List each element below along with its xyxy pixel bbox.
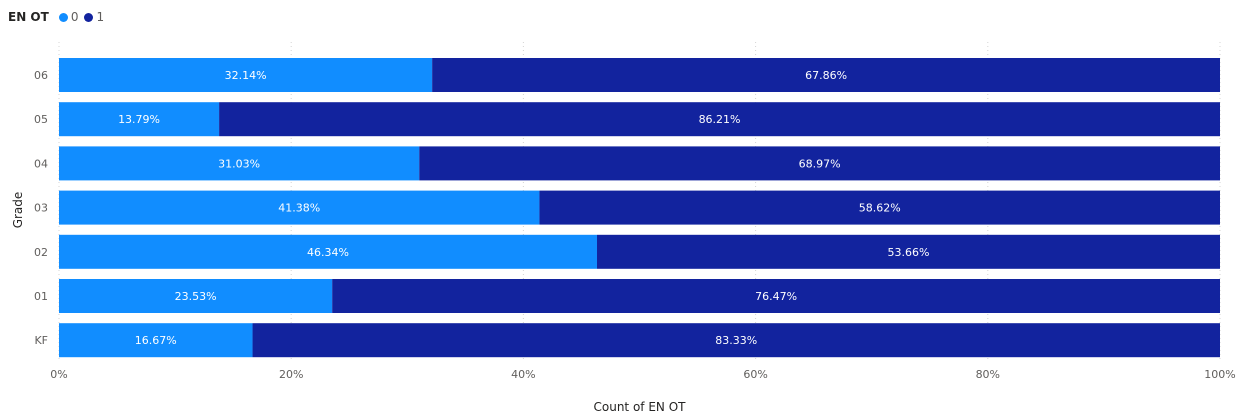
x-axis-title: Count of EN OT xyxy=(594,400,687,414)
bar-segment-1-KF[interactable] xyxy=(252,323,1220,358)
category-label: 06 xyxy=(34,69,48,82)
legend-dot-0 xyxy=(58,12,68,22)
data-label: 16.67% xyxy=(135,334,177,347)
bar-segment-0-05[interactable] xyxy=(59,102,220,137)
legend-title: EN OT xyxy=(8,10,49,24)
data-label: 83.33% xyxy=(715,334,757,347)
category-label: 03 xyxy=(34,202,48,215)
bar-segment-1-04[interactable] xyxy=(419,146,1220,181)
data-label: 31.03% xyxy=(218,157,260,170)
data-label: 46.34% xyxy=(307,246,349,259)
legend-dot-1 xyxy=(84,12,94,22)
legend-item-0[interactable]: 0 xyxy=(58,10,79,24)
x-tick-label: 80% xyxy=(976,368,1000,381)
legend-label-1: 1 xyxy=(96,10,105,24)
category-label: KF xyxy=(34,334,48,347)
bar-segment-1-06[interactable] xyxy=(432,58,1220,92)
data-label: 32.14% xyxy=(225,69,267,82)
x-tick-label: 40% xyxy=(511,368,535,381)
x-tick-label: 20% xyxy=(279,368,303,381)
data-label: 41.38% xyxy=(278,202,320,215)
bars: 32.14% 67.86% 13.79% 86.21% 31.03% 68.97% 41.3… xyxy=(59,58,1220,358)
data-label: 68.97% xyxy=(799,157,841,170)
x-tick-label: 100% xyxy=(1204,368,1235,381)
category-labels: 06 05 04 03 02 01 KF xyxy=(34,69,48,347)
legend-item-1[interactable]: 1 xyxy=(84,10,104,24)
bar-segment-0-02[interactable] xyxy=(59,234,598,269)
category-label: 04 xyxy=(34,157,48,170)
data-label: 86.21% xyxy=(699,113,741,126)
category-label: 01 xyxy=(34,290,48,303)
data-label: 67.86% xyxy=(805,69,847,82)
data-label: 53.66% xyxy=(888,246,930,259)
category-label: 02 xyxy=(34,246,48,259)
category-label: 05 xyxy=(34,113,48,126)
legend-label-0: 0 xyxy=(70,10,79,24)
bar-segment-0-03[interactable] xyxy=(59,190,540,225)
bar-segment-0-KF[interactable] xyxy=(59,323,253,358)
data-label: 23.53% xyxy=(175,290,217,303)
bar-segment-1-01[interactable] xyxy=(332,279,1220,313)
data-label: 13.79% xyxy=(118,113,160,126)
data-label: 58.62% xyxy=(859,202,901,215)
bar-segment-1-02[interactable] xyxy=(597,234,1220,269)
x-tick-label: 0% xyxy=(50,368,67,381)
bar-segment-0-06[interactable] xyxy=(59,58,433,92)
bar-segment-0-01[interactable] xyxy=(59,279,333,313)
x-tick-labels: 0% 20% 40% 60% 80% 100% xyxy=(50,368,1235,381)
data-label: 76.47% xyxy=(755,290,797,303)
bar-segment-1-05[interactable] xyxy=(219,102,1220,137)
x-tick-label: 60% xyxy=(743,368,767,381)
legend: EN OT 0 1 xyxy=(8,7,106,27)
y-axis-title: Grade xyxy=(11,192,25,229)
bar-segment-1-03[interactable] xyxy=(539,190,1220,225)
bar-segment-0-04[interactable] xyxy=(59,146,420,181)
